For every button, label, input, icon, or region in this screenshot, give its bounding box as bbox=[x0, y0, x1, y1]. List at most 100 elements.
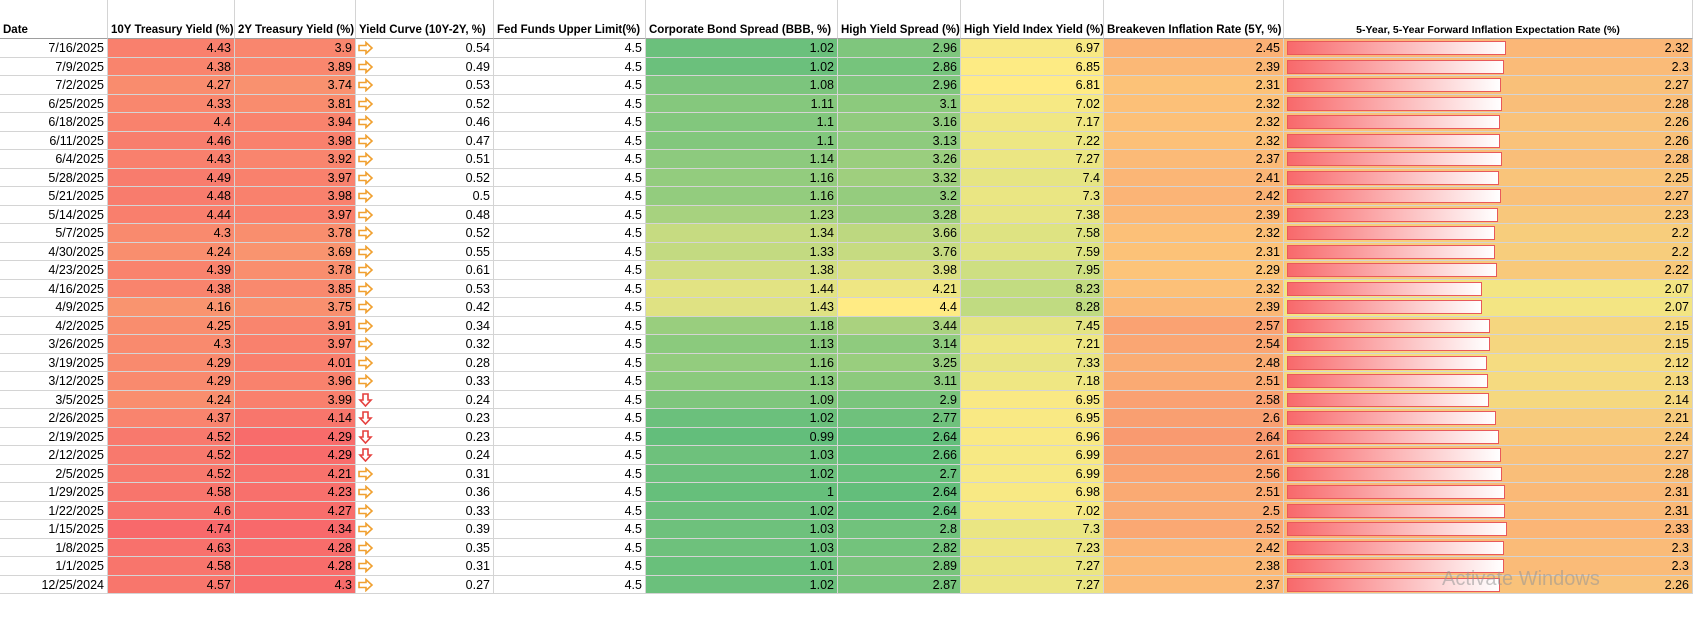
cell-text: 1.03 bbox=[809, 448, 834, 462]
value-cell: 4.43 bbox=[108, 39, 235, 58]
value-cell: 3.32 bbox=[838, 168, 961, 187]
arrow-right-icon bbox=[358, 207, 374, 222]
value-cell: 4.5 bbox=[494, 187, 646, 206]
value-cell: 2.22 bbox=[1284, 261, 1693, 280]
value-cell: 2.64 bbox=[1104, 427, 1284, 446]
cell-text: 7.58 bbox=[1075, 226, 1100, 240]
value-cell: 1.08 bbox=[646, 76, 838, 95]
cell-text: 0.42 bbox=[465, 300, 490, 314]
value-cell: 4.4 bbox=[838, 298, 961, 317]
value-cell: 3.16 bbox=[838, 113, 961, 132]
value-cell: 2.2 bbox=[1284, 242, 1693, 261]
cell-text: 1.02 bbox=[809, 577, 834, 592]
value-cell: 4.5 bbox=[494, 520, 646, 539]
value-cell: 7.59 bbox=[961, 242, 1104, 261]
value-cell: 2.31 bbox=[1104, 242, 1284, 261]
date-cell: 4/9/2025 bbox=[0, 298, 108, 317]
cell-text: 2.32 bbox=[1255, 96, 1280, 111]
value-cell: 0.5 bbox=[356, 187, 494, 206]
cell-text: 4.29 bbox=[327, 448, 352, 462]
cell-text: 2.77 bbox=[932, 411, 957, 425]
value-cell: 0.34 bbox=[356, 316, 494, 335]
value-cell: 4.6 bbox=[108, 501, 235, 520]
cell-text: 2.31 bbox=[1255, 244, 1280, 259]
value-cell: 1.43 bbox=[646, 298, 838, 317]
cell-text: 0.53 bbox=[465, 281, 490, 296]
cell-text: 4/2/2025 bbox=[55, 318, 104, 333]
cell-text: 2.64 bbox=[932, 485, 957, 499]
value-cell: 2.32 bbox=[1104, 113, 1284, 132]
value-cell: 2.66 bbox=[838, 446, 961, 465]
cell-text: 4.5 bbox=[624, 263, 642, 277]
cell-text: 1.16 bbox=[809, 170, 834, 185]
value-cell: 1.1 bbox=[646, 131, 838, 150]
cell-text: 4.39 bbox=[206, 263, 231, 277]
cell-text: 7.4 bbox=[1082, 170, 1100, 185]
value-cell: 3.98 bbox=[838, 261, 961, 280]
value-cell: 2.23 bbox=[1284, 205, 1693, 224]
arrow-right-icon bbox=[358, 485, 374, 499]
value-cell: 2.25 bbox=[1284, 168, 1693, 187]
cell-text: 0.39 bbox=[465, 522, 490, 536]
cell-text: 2.27 bbox=[1664, 189, 1689, 203]
cell-text: 1.02 bbox=[809, 59, 834, 74]
value-cell: 7.58 bbox=[961, 224, 1104, 243]
value-cell: 7.17 bbox=[961, 113, 1104, 132]
cell-text: 4.37 bbox=[206, 411, 231, 425]
cell-text: 0.52 bbox=[465, 96, 490, 111]
cell-text: 2.6 bbox=[1262, 411, 1280, 425]
value-cell: 0.33 bbox=[356, 501, 494, 520]
cell-text: 2.13 bbox=[1664, 374, 1689, 388]
cell-text: 4/30/2025 bbox=[48, 244, 104, 259]
value-cell: 2.2 bbox=[1284, 224, 1693, 243]
value-cell: 0.52 bbox=[356, 224, 494, 243]
date-cell: 4/2/2025 bbox=[0, 316, 108, 335]
data-bar bbox=[1287, 281, 1483, 296]
cell-text: 2.24 bbox=[1664, 429, 1689, 444]
cell-text: 2.39 bbox=[1255, 59, 1280, 74]
cell-text: 4.16 bbox=[206, 300, 231, 314]
value-cell: 4.74 bbox=[108, 520, 235, 539]
value-cell: 3.97 bbox=[235, 168, 356, 187]
value-cell: 2.64 bbox=[838, 483, 961, 502]
cell-text: 4.5 bbox=[624, 226, 642, 240]
value-cell: 7.22 bbox=[961, 131, 1104, 150]
column-header: High Yield Spread (%) bbox=[838, 0, 961, 39]
cell-text: 4.38 bbox=[206, 59, 231, 74]
value-cell: 2.32 bbox=[1104, 94, 1284, 113]
date-cell: 7/2/2025 bbox=[0, 76, 108, 95]
cell-text: 3/19/2025 bbox=[48, 355, 104, 370]
cell-text: 6.81 bbox=[1075, 78, 1100, 92]
cell-text: 6.98 bbox=[1075, 485, 1100, 499]
value-cell: 8.23 bbox=[961, 279, 1104, 298]
cell-text: 2.2 bbox=[1671, 226, 1689, 240]
cell-text: 4.01 bbox=[327, 355, 352, 370]
value-cell: 1.09 bbox=[646, 390, 838, 409]
value-cell: 7.45 bbox=[961, 316, 1104, 335]
value-cell: 2.38 bbox=[1104, 557, 1284, 576]
data-bar bbox=[1287, 448, 1502, 462]
arrow-right-icon bbox=[358, 226, 374, 240]
value-cell: 6.81 bbox=[961, 76, 1104, 95]
value-cell: 4.37 bbox=[108, 409, 235, 428]
value-cell: 0.24 bbox=[356, 446, 494, 465]
cell-text: 0.47 bbox=[465, 133, 490, 148]
value-cell: 0.23 bbox=[356, 409, 494, 428]
cell-text: 3.99 bbox=[327, 392, 352, 407]
arrow-right-icon bbox=[358, 522, 374, 536]
value-cell: 2.82 bbox=[838, 538, 961, 557]
data-bar bbox=[1287, 577, 1501, 592]
column-header: Fed Funds Upper Limit(%) bbox=[494, 0, 646, 39]
value-cell: 4.24 bbox=[108, 242, 235, 261]
arrow-right-icon bbox=[358, 503, 374, 518]
value-cell: 1.11 bbox=[646, 94, 838, 113]
value-cell: 4.5 bbox=[494, 168, 646, 187]
cell-text: 3.89 bbox=[327, 59, 352, 74]
cell-text: 1.02 bbox=[809, 411, 834, 425]
cell-text: 3.66 bbox=[932, 226, 957, 240]
value-cell: 2.5 bbox=[1104, 501, 1284, 520]
value-cell: 1.44 bbox=[646, 279, 838, 298]
value-cell: 8.28 bbox=[961, 298, 1104, 317]
cell-text: 2.25 bbox=[1664, 170, 1689, 185]
column-header: Corporate Bond Spread (BBB, %) bbox=[646, 0, 838, 39]
